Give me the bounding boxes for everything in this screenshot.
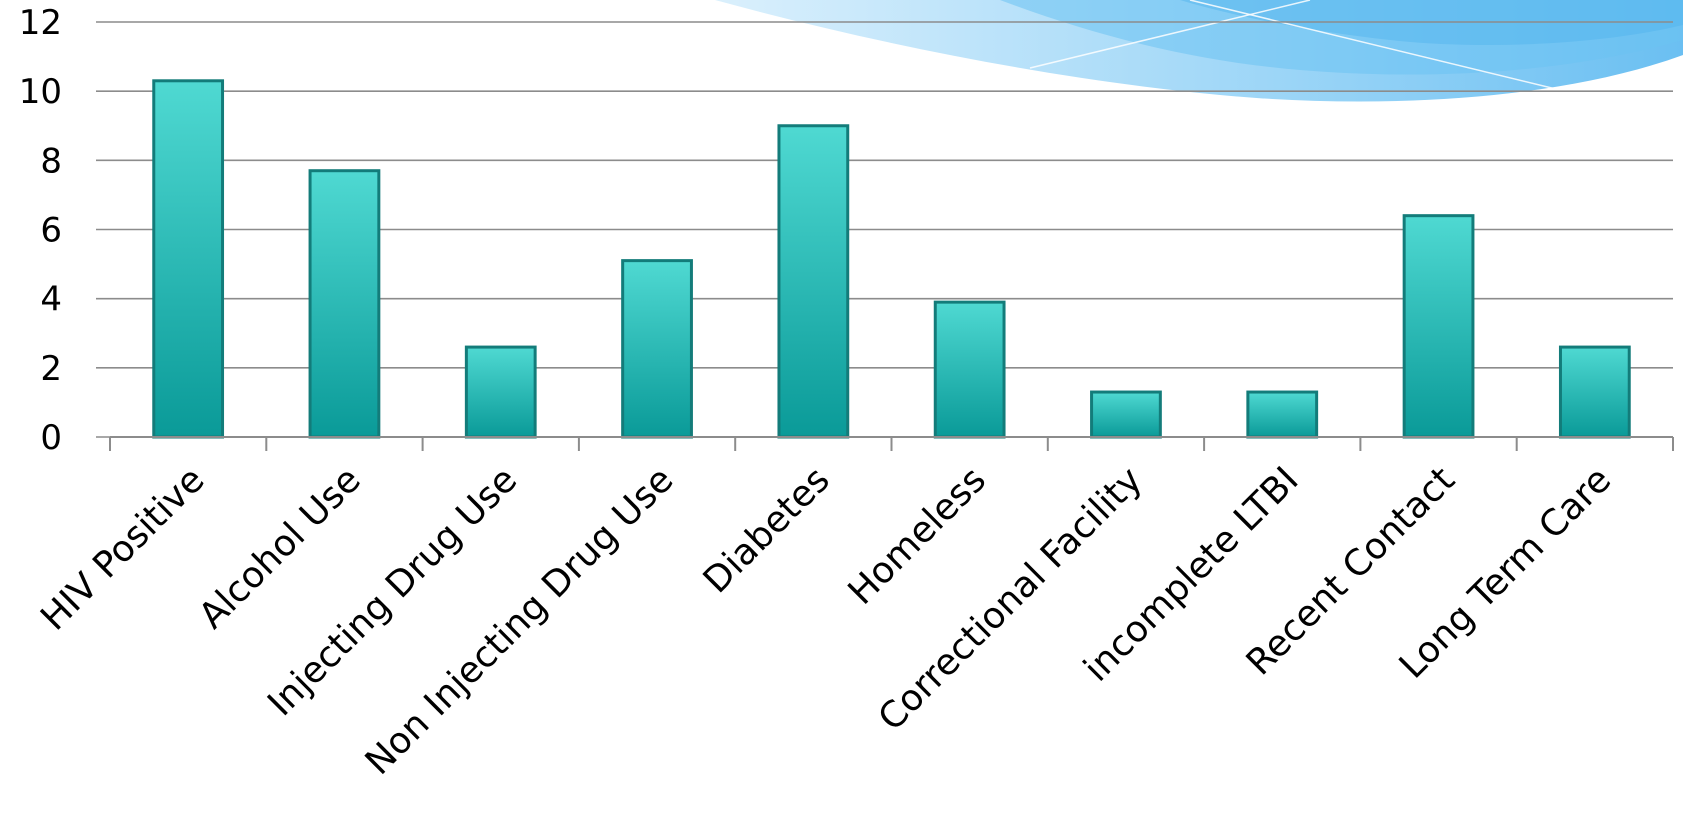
- x-category-label: Correctional Facility: [871, 459, 1151, 739]
- y-axis-tick-labels: 0 2 4 6 8 10 12: [19, 3, 62, 458]
- y-tick-label: 10: [19, 72, 62, 112]
- y-tick-label: 2: [40, 349, 62, 389]
- bar: [1246, 390, 1319, 439]
- y-tick-label: 12: [19, 3, 62, 43]
- bar: [308, 169, 381, 439]
- y-tick-label: 6: [40, 211, 62, 251]
- bar: [777, 124, 850, 439]
- bars: [152, 79, 1631, 439]
- x-axis: [109, 436, 1674, 451]
- x-category-label: Alcohol Use: [191, 459, 368, 636]
- bar: [1558, 345, 1631, 439]
- x-category-label: HIV Positive: [33, 459, 212, 638]
- x-category-label: Non Injecting Drug Use: [358, 459, 682, 783]
- decorative-swoosh: [715, 0, 1683, 102]
- y-tick-label: 0: [40, 418, 62, 458]
- x-category-label: Diabetes: [696, 459, 838, 601]
- bar: [152, 79, 225, 439]
- bar: [621, 259, 693, 439]
- y-tick-label: 4: [40, 280, 62, 320]
- bar: [933, 300, 1006, 439]
- bar: [464, 345, 537, 439]
- bar: [1090, 390, 1162, 439]
- y-tick-label: 8: [40, 141, 62, 181]
- bar: [1402, 214, 1475, 439]
- x-category-label: Homeless: [841, 459, 994, 612]
